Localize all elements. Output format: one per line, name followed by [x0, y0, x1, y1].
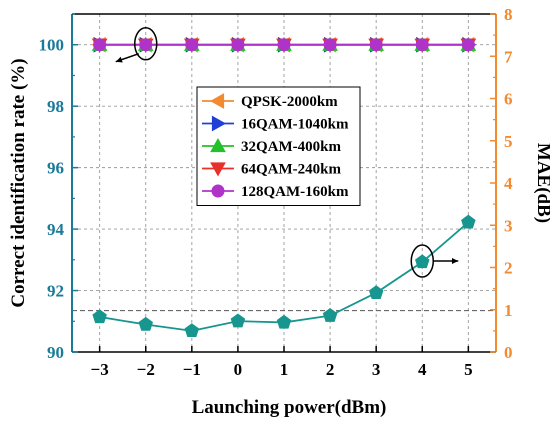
- y-tick-left-label: 100: [39, 36, 65, 55]
- legend-swatch-marker: [211, 115, 227, 132]
- annotation-arrow-head: [451, 257, 459, 265]
- data-point: [138, 316, 153, 331]
- data-point: [276, 314, 292, 329]
- legend-label: 32QAM-400km: [241, 139, 341, 155]
- annotation-ellipse: [133, 26, 158, 61]
- data-point: [368, 285, 384, 300]
- y-tick-left-label: 96: [47, 159, 64, 178]
- legend-entry: 128QAM-160km: [202, 184, 349, 200]
- y-tick-left-label: 94: [47, 220, 65, 239]
- series-4: [93, 38, 475, 52]
- x-tick-label: 2: [326, 360, 335, 379]
- data-point: [277, 38, 291, 52]
- data-point: [231, 38, 245, 52]
- y-tick-right-label: 0: [504, 343, 513, 362]
- y-tick-right-label: 4: [504, 174, 513, 193]
- annotation-arrow-head: [115, 56, 123, 63]
- data-point: [185, 38, 199, 52]
- data-point: [461, 38, 475, 52]
- x-tick-label: 3: [372, 360, 381, 379]
- legend-label: 128QAM-160km: [241, 184, 349, 200]
- legend-entry: 16QAM-1040km: [202, 115, 349, 133]
- y-axis-label-right: MAE(dB): [533, 143, 550, 223]
- annotation-0: [115, 26, 158, 63]
- legend-entry: 32QAM-400km: [202, 137, 341, 155]
- legend-label: 64QAM-240km: [241, 162, 341, 178]
- annotations: [115, 26, 459, 278]
- y-tick-right-label: 6: [504, 90, 513, 109]
- y-tick-right-label: 5: [504, 132, 513, 151]
- legend-swatch-marker: [211, 184, 225, 198]
- y-tick-right-label: 1: [504, 301, 513, 320]
- y-tick-right-label: 2: [504, 259, 513, 278]
- x-tick-label: −3: [91, 360, 109, 379]
- data-point: [415, 38, 429, 52]
- data-point: [415, 254, 430, 269]
- legend-swatch-marker: [209, 93, 225, 109]
- series-layer: [91, 36, 477, 338]
- y-tick-left-label: 92: [47, 282, 64, 301]
- x-tick-label: 5: [464, 360, 473, 379]
- y-tick-right-label: 7: [504, 47, 513, 66]
- x-tick-label: 4: [418, 360, 427, 379]
- data-point: [139, 38, 153, 52]
- data-point: [323, 38, 337, 52]
- legend-swatch-marker: [210, 137, 226, 153]
- y-tick-right-label: 8: [504, 5, 513, 24]
- y-tick-right-label: 3: [504, 216, 513, 235]
- data-point: [92, 309, 107, 324]
- data-point: [230, 313, 246, 328]
- x-tick-label: −1: [183, 360, 201, 379]
- legend: QPSK-2000km 16QAM-1040km 32QAM-400km 64QAM-…: [196, 86, 361, 206]
- x-axis-label: Launching power(dBm): [192, 397, 387, 418]
- data-point: [322, 308, 338, 322]
- data-point: [461, 214, 476, 229]
- series-5: [92, 214, 476, 338]
- legend-label: QPSK-2000km: [241, 94, 338, 110]
- y-axis-label-left: Correct identification rate (%): [8, 58, 29, 307]
- x-tick-label: 0: [234, 360, 243, 379]
- x-tick-label: 1: [280, 360, 289, 379]
- annotation-1: [410, 244, 459, 278]
- data-point: [369, 38, 383, 52]
- x-tick-label: −2: [137, 360, 155, 379]
- data-point: [93, 38, 107, 52]
- y-tick-left-label: 90: [47, 343, 64, 362]
- legend-entry: 64QAM-240km: [202, 162, 341, 178]
- data-point: [184, 323, 200, 338]
- legend-entry: QPSK-2000km: [202, 93, 338, 110]
- y-tick-left-label: 98: [47, 97, 64, 116]
- legend-label: 16QAM-1040km: [241, 117, 349, 133]
- ticks: 90 92 94 96 98 100 0 1 2 3 4 5 6 7 8 −3 −2 −1 0 1 2 3 4 5: [39, 5, 514, 379]
- legend-swatch-marker: [210, 162, 226, 177]
